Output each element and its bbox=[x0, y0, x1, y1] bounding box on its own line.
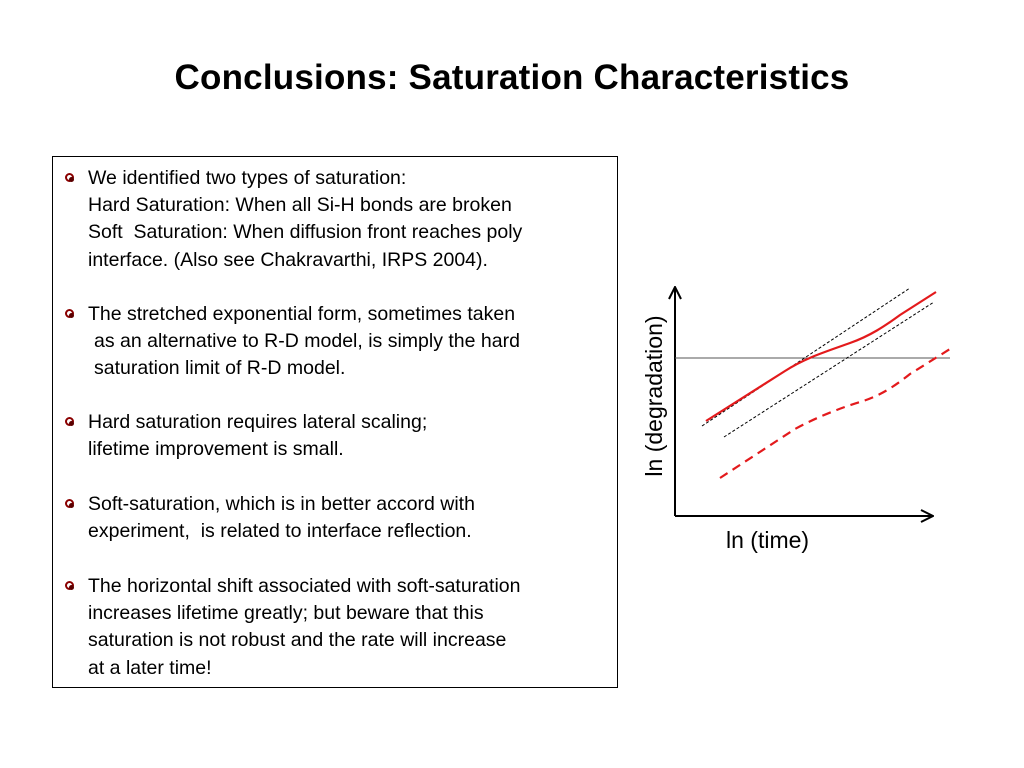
bullet-line: saturation is not robust and the rate wi… bbox=[88, 629, 507, 652]
guide-line-lower bbox=[723, 301, 935, 438]
bullet-icon bbox=[65, 499, 74, 508]
bullet-item-2: The stretched exponential form, sometime… bbox=[65, 301, 520, 383]
bullet-item-1: We identified two types of saturation: H… bbox=[65, 165, 522, 274]
bullet-line: Hard saturation requires lateral scaling… bbox=[88, 411, 428, 433]
bullet-line: Soft Saturation: When diffusion front re… bbox=[88, 221, 523, 244]
bullet-icon bbox=[65, 173, 74, 182]
saturation-diagram bbox=[630, 280, 951, 570]
conclusions-textbox: We identified two types of saturation: H… bbox=[52, 156, 618, 688]
bullet-icon bbox=[65, 309, 74, 318]
bullet-line: experiment, is related to interface refl… bbox=[88, 520, 472, 543]
bullet-line: interface. (Also see Chakravarthi, IRPS … bbox=[88, 248, 488, 271]
bullet-icon bbox=[65, 417, 74, 426]
slide-title: Conclusions: Saturation Characteristics bbox=[174, 58, 850, 97]
bullet-line: We identified two types of saturation: bbox=[88, 167, 407, 189]
bullet-line: as an alternative to R-D model, is simpl… bbox=[94, 330, 520, 353]
bullet-icon bbox=[65, 581, 74, 590]
bullet-line: saturation limit of R-D model. bbox=[94, 357, 346, 380]
bullet-line: Soft-saturation, which is in better acco… bbox=[88, 493, 475, 515]
bullet-item-5: The horizontal shift associated with sof… bbox=[65, 573, 520, 682]
x-axis-label: ln (time) bbox=[726, 527, 810, 553]
y-axis-label: ln (degradation) bbox=[641, 315, 667, 477]
bullet-item-4: Soft-saturation, which is in better acco… bbox=[65, 491, 475, 545]
bullet-line: increases lifetime greatly; but beware t… bbox=[88, 602, 484, 625]
degradation-curve-dashed bbox=[719, 348, 951, 479]
bullet-line: The stretched exponential form, sometime… bbox=[88, 303, 516, 325]
bullet-line: at a later time! bbox=[88, 656, 212, 679]
bullet-line: lifetime improvement is small. bbox=[88, 438, 344, 461]
degradation-curve-solid bbox=[705, 291, 937, 422]
bullet-line: The horizontal shift associated with sof… bbox=[88, 575, 521, 597]
bullet-item-3: Hard saturation requires lateral scaling… bbox=[65, 409, 427, 463]
bullet-line: Hard Saturation: When all Si-H bonds are… bbox=[88, 194, 512, 217]
guide-line-upper bbox=[701, 287, 911, 427]
